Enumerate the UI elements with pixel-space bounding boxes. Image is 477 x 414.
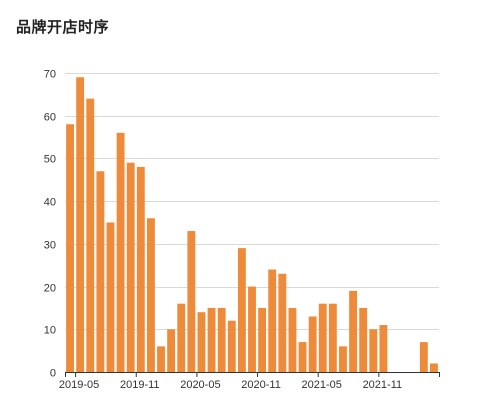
bar <box>66 124 74 372</box>
bar <box>288 307 297 372</box>
y-tick-label: 0 <box>50 368 56 380</box>
bar <box>157 346 165 372</box>
bar <box>207 307 216 372</box>
y-tick-label: 50 <box>44 154 56 166</box>
bar <box>237 248 246 372</box>
x-tick-label: 2021-05 <box>302 379 342 391</box>
bar <box>359 307 368 372</box>
bar <box>308 316 317 372</box>
bar <box>177 303 186 372</box>
bar <box>136 166 145 372</box>
bar <box>298 342 307 372</box>
bar <box>379 325 388 372</box>
bar <box>339 346 347 372</box>
bar <box>126 162 135 372</box>
bar <box>248 286 256 372</box>
x-tick-label: 2019-05 <box>59 379 99 391</box>
bar <box>328 303 337 372</box>
chart-title: 品牌开店时序 <box>16 18 110 36</box>
bar <box>96 171 105 372</box>
x-tick-label: 2020-05 <box>180 379 220 391</box>
bar <box>268 269 277 372</box>
bars <box>66 77 438 373</box>
bar <box>258 307 267 372</box>
bar <box>419 342 428 372</box>
bar <box>116 132 125 372</box>
bar <box>197 312 206 372</box>
y-tick-label: 10 <box>44 325 56 337</box>
bar <box>217 307 226 372</box>
y-tick-label: 30 <box>44 240 56 252</box>
y-tick-label: 40 <box>44 197 56 209</box>
bar <box>146 218 155 372</box>
bar <box>86 98 95 372</box>
y-tick-label: 70 <box>44 69 56 81</box>
axes: 0 10 20 30 40 50 60 70 2019-05 2019-11 2020-05 2020… <box>44 69 440 391</box>
bar <box>318 303 327 372</box>
bar <box>187 231 196 372</box>
x-tick-label: 2020-11 <box>241 379 281 391</box>
bar <box>76 77 85 373</box>
y-tick-label: 20 <box>44 283 56 295</box>
bar <box>167 329 176 372</box>
bar <box>349 290 358 372</box>
bar <box>106 222 115 372</box>
bar <box>227 320 236 372</box>
bar <box>369 329 378 372</box>
x-tick-label: 2019-11 <box>120 379 160 391</box>
x-tick-label: 2021-11 <box>363 379 403 391</box>
bar <box>430 363 438 372</box>
y-tick-label: 60 <box>44 112 56 124</box>
bar <box>278 273 287 372</box>
